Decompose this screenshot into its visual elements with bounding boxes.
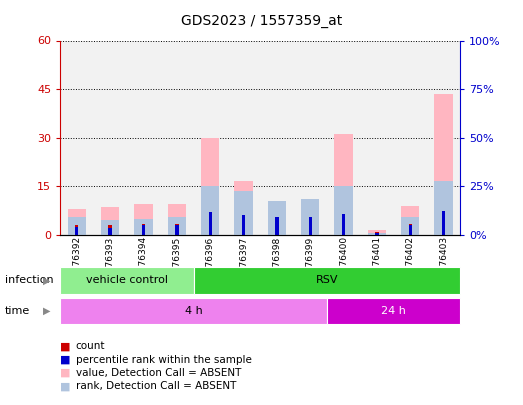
Bar — [94, 40, 127, 235]
Bar — [275, 222, 279, 235]
Bar — [334, 186, 353, 235]
Bar — [268, 206, 286, 235]
Bar — [334, 134, 353, 235]
Bar — [394, 40, 427, 235]
Bar — [67, 209, 86, 235]
Bar — [234, 181, 253, 235]
Text: 4 h: 4 h — [185, 306, 202, 316]
Bar — [194, 267, 460, 294]
Text: ■: ■ — [60, 341, 71, 351]
Text: 24 h: 24 h — [381, 306, 406, 316]
Bar — [168, 204, 186, 235]
Bar — [134, 219, 153, 235]
Bar — [60, 40, 94, 235]
Bar — [327, 40, 360, 235]
Bar — [293, 40, 327, 235]
Bar — [260, 40, 293, 235]
Bar — [242, 220, 245, 235]
Text: ■: ■ — [60, 382, 71, 391]
Bar — [375, 233, 379, 235]
Bar — [442, 211, 445, 235]
Bar — [368, 230, 386, 235]
Bar — [142, 224, 145, 235]
Bar — [201, 138, 219, 235]
Bar — [108, 225, 112, 235]
Bar — [194, 40, 227, 235]
Bar — [408, 225, 412, 235]
Bar — [435, 181, 453, 235]
Bar — [75, 225, 78, 235]
Bar — [401, 217, 419, 235]
Bar — [67, 217, 86, 235]
Bar — [360, 40, 393, 235]
Bar — [342, 219, 345, 235]
Bar — [168, 217, 186, 235]
Bar — [75, 227, 78, 235]
Bar — [301, 199, 320, 235]
Text: ■: ■ — [60, 355, 71, 364]
Bar — [209, 219, 212, 235]
Bar — [175, 224, 178, 235]
Bar — [375, 232, 379, 235]
Bar — [201, 186, 219, 235]
Bar — [60, 267, 194, 294]
Bar — [127, 40, 160, 235]
Bar — [209, 212, 212, 235]
Bar — [275, 217, 279, 235]
Text: ■: ■ — [60, 368, 71, 378]
Text: ▶: ▶ — [43, 275, 51, 286]
Bar — [301, 204, 320, 235]
Bar — [427, 40, 460, 235]
Bar — [227, 40, 260, 235]
Bar — [401, 206, 419, 235]
Bar — [142, 225, 145, 235]
Bar — [268, 201, 286, 235]
Bar — [242, 215, 245, 235]
Bar — [442, 215, 445, 235]
Bar — [368, 233, 386, 235]
Bar — [309, 224, 312, 235]
Text: rank, Detection Call = ABSENT: rank, Detection Call = ABSENT — [76, 382, 236, 391]
Text: RSV: RSV — [315, 275, 338, 286]
Bar — [342, 214, 345, 235]
Bar — [108, 228, 112, 235]
Bar — [160, 40, 194, 235]
Bar — [101, 220, 119, 235]
Text: vehicle control: vehicle control — [86, 275, 168, 286]
Text: count: count — [76, 341, 105, 351]
Text: time: time — [5, 306, 30, 316]
Bar — [309, 217, 312, 235]
Text: ▶: ▶ — [43, 306, 51, 316]
Text: value, Detection Call = ABSENT: value, Detection Call = ABSENT — [76, 368, 241, 378]
Bar — [60, 298, 327, 324]
Text: infection: infection — [5, 275, 54, 286]
Bar — [234, 191, 253, 235]
Bar — [134, 204, 153, 235]
Bar — [408, 224, 412, 235]
Bar — [327, 298, 460, 324]
Bar — [435, 94, 453, 235]
Bar — [175, 225, 178, 235]
Text: GDS2023 / 1557359_at: GDS2023 / 1557359_at — [181, 14, 342, 28]
Bar — [101, 207, 119, 235]
Text: percentile rank within the sample: percentile rank within the sample — [76, 355, 252, 364]
